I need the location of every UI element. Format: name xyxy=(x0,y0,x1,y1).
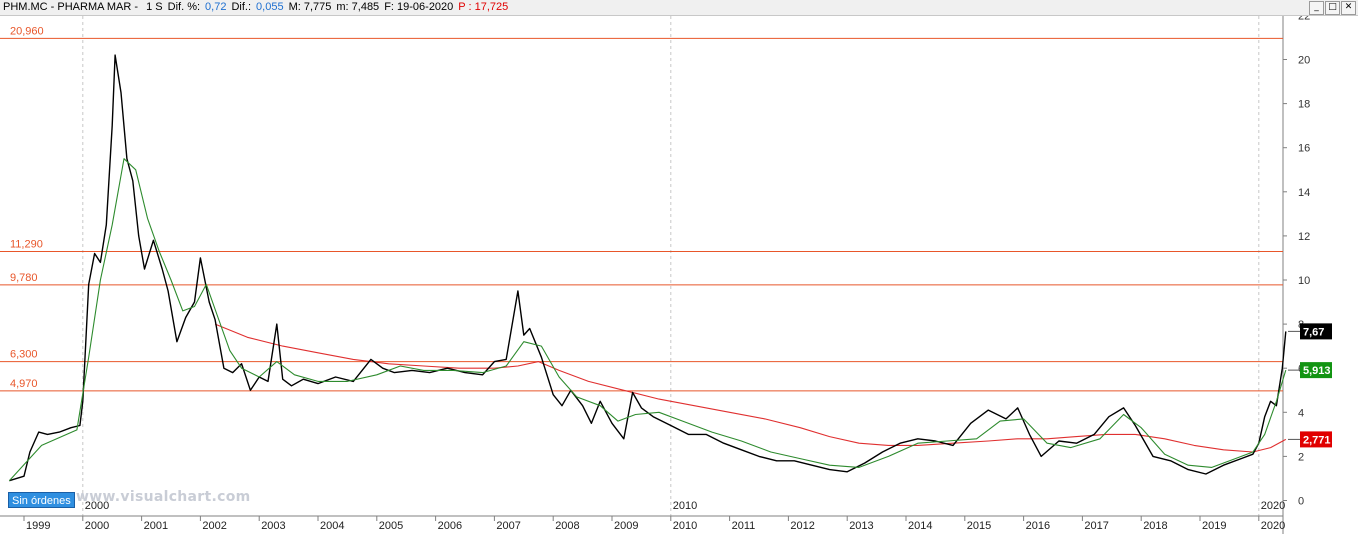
y-tick-label: 14 xyxy=(1298,187,1310,199)
maximize-button[interactable]: □ xyxy=(1325,1,1340,15)
min-value: m: 7,485 xyxy=(336,1,380,13)
date-value: F: 19-06-2020 xyxy=(384,1,454,13)
series-line-ma-slow xyxy=(214,323,1287,453)
dif-value: 0,055 xyxy=(256,1,284,13)
price-tag: 5,913 xyxy=(1288,362,1332,379)
x-tick-label: 2004 xyxy=(320,520,344,532)
x-tick-label: 2006 xyxy=(438,520,462,532)
price-tag-label: 2,771 xyxy=(1303,434,1331,446)
level-label: 20,960 xyxy=(10,25,44,37)
y-tick-label: 2 xyxy=(1298,451,1304,463)
x-tick-label: 2008 xyxy=(555,520,579,532)
dif-pct-label: Dif. %: xyxy=(167,1,201,13)
x-tick-label: 2000 xyxy=(85,520,109,532)
x-tick-label: 2011 xyxy=(732,520,756,532)
level-label: 11,290 xyxy=(10,239,43,251)
x-tick-label: 2007 xyxy=(496,520,520,532)
x-tick-label: 2017 xyxy=(1084,520,1108,532)
price-tags: 7,67 5,913 2,771 xyxy=(1288,323,1332,448)
minimize-button[interactable]: _ xyxy=(1309,1,1324,15)
x-tick-label: 2005 xyxy=(379,520,403,532)
y-tick-label: 16 xyxy=(1298,143,1310,155)
price-tag: 7,67 xyxy=(1288,323,1332,340)
x-tick-label: 1999 xyxy=(26,520,50,532)
x-tick-label: 2012 xyxy=(790,520,814,532)
quote-info-bar: PHM.MC - PHARMA MAR - 1 S Dif. %: 0,72 Dif.… xyxy=(3,1,513,13)
x-tick-label: 2019 xyxy=(1202,520,1226,532)
x-tick-label: 2016 xyxy=(1026,520,1050,532)
level-label: 6,300 xyxy=(10,349,38,361)
x-tick-label: 2015 xyxy=(967,520,991,532)
decade-label: 2000 xyxy=(85,500,109,512)
x-tick-label: 2010 xyxy=(673,520,697,532)
series-line-price xyxy=(9,54,1287,482)
window-controls: _ □ ✕ xyxy=(1309,1,1356,15)
y-tick-label: 12 xyxy=(1298,231,1310,243)
price-tag-box xyxy=(1300,323,1332,340)
level-label: 9,780 xyxy=(10,272,38,284)
watermark-logo: www.visualchart.com xyxy=(76,489,251,505)
x-axis: 1999 2000 2001 2002 2003 2004 2005 2006 2007 2008… xyxy=(23,500,1285,532)
dif-pct-value: 0,72 xyxy=(205,1,227,13)
x-tick-label: 2014 xyxy=(908,520,932,532)
price-tag-label: 5,913 xyxy=(1303,365,1331,377)
orders-button[interactable]: Sin órdenes xyxy=(8,492,75,508)
decade-label: 2010 xyxy=(673,500,697,512)
chart-grid xyxy=(0,16,1284,534)
y-tick-label: 18 xyxy=(1298,99,1310,111)
horizontal-levels: 20,960 11,290 9,780 6,300 4,970 xyxy=(0,25,1283,392)
x-tick-label: 2002 xyxy=(202,520,226,532)
dif-label: Dif.: xyxy=(231,1,252,13)
chart-window-titlebar: PHM.MC - PHARMA MAR - 1 S Dif. %: 0,72 Dif.… xyxy=(0,0,1358,16)
level-label: 4,970 xyxy=(10,378,38,390)
symbol-name: PHM.MC - PHARMA MAR - xyxy=(3,1,142,13)
y-tick-label: 20 xyxy=(1298,55,1310,67)
period-label: 1 S xyxy=(146,1,163,13)
p-value: P : 17,725 xyxy=(458,1,509,13)
x-tick-label: 2018 xyxy=(1143,520,1167,532)
price-tag: 2,771 xyxy=(1288,431,1332,448)
x-tick-label: 2009 xyxy=(614,520,638,532)
chart-series xyxy=(8,54,1287,482)
decade-label: 2020 xyxy=(1261,500,1285,512)
price-tag-box xyxy=(1300,362,1332,379)
y-tick-label: 0 xyxy=(1298,496,1304,508)
y-tick-label: 4 xyxy=(1298,407,1304,419)
y-tick-label: 22 xyxy=(1298,16,1310,22)
x-tick-label: 2013 xyxy=(849,520,873,532)
x-tick-label: 2020 xyxy=(1261,520,1285,532)
x-tick-label: 2001 xyxy=(144,520,168,532)
x-tick-label: 2003 xyxy=(261,520,285,532)
series-line-ma-fast xyxy=(8,158,1287,482)
price-tag-box xyxy=(1300,431,1332,448)
max-value: M: 7,775 xyxy=(288,1,332,13)
y-tick-label: 10 xyxy=(1298,275,1310,287)
price-tag-label: 7,67 xyxy=(1303,326,1324,338)
close-button[interactable]: ✕ xyxy=(1341,1,1356,15)
